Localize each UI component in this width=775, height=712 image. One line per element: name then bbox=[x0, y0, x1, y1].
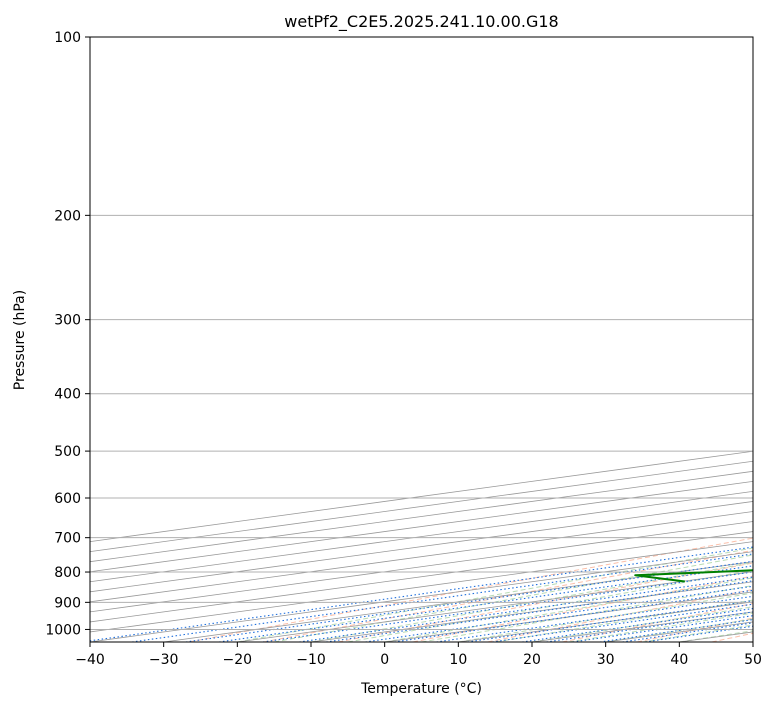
y-tick-label: 700 bbox=[54, 531, 81, 547]
y-tick-label: 800 bbox=[54, 565, 81, 581]
y-tick-label: 300 bbox=[54, 313, 81, 329]
x-tick-label: −10 bbox=[296, 652, 326, 668]
y-tick-label: 900 bbox=[54, 595, 81, 611]
y-tick-label: 1000 bbox=[45, 622, 81, 638]
chart-title: wetPf2_C2E5.2025.241.10.00.G18 bbox=[284, 12, 558, 32]
y-tick-label: 400 bbox=[54, 387, 81, 403]
plot-area bbox=[90, 37, 753, 642]
y-tick-label: 500 bbox=[54, 444, 81, 460]
x-tick-label: −20 bbox=[223, 652, 253, 668]
x-tick-label: 50 bbox=[744, 652, 762, 668]
x-tick-label: −30 bbox=[149, 652, 179, 668]
x-tick-label: 20 bbox=[523, 652, 541, 668]
y-tick-label: 600 bbox=[54, 491, 81, 507]
y-tick-label: 200 bbox=[54, 208, 81, 224]
x-tick-label: 10 bbox=[449, 652, 467, 668]
x-tick-label: −40 bbox=[75, 652, 105, 668]
y-tick-label: 100 bbox=[54, 30, 81, 46]
x-axis-label: Temperature (°C) bbox=[360, 681, 482, 697]
x-tick-label: 40 bbox=[670, 652, 688, 668]
y-axis-label: Pressure (hPa) bbox=[12, 290, 28, 390]
x-tick-label: 30 bbox=[597, 652, 615, 668]
x-tick-label: 0 bbox=[380, 652, 389, 668]
